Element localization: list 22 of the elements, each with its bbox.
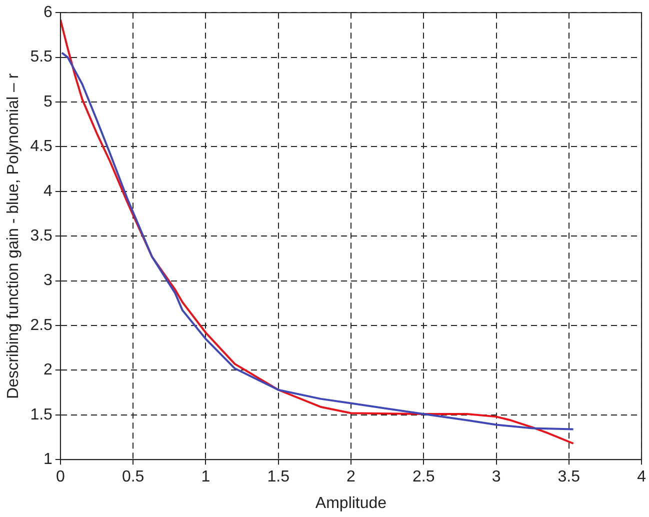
y-tick-label: 1.5 [30, 406, 53, 424]
y-tick-label: 4 [44, 182, 53, 200]
y-tick-label: 3 [44, 272, 53, 290]
x-tick-label: 2.5 [412, 468, 435, 486]
x-tick-label: 4 [637, 468, 646, 486]
y-tick-label: 6 [44, 4, 53, 22]
y-tick-label: 3.5 [30, 228, 53, 245]
x-tick-label: 3.5 [558, 468, 580, 486]
x-tick-label: 3 [492, 468, 501, 486]
y-tick-label: 4.5 [30, 138, 53, 156]
y-tick-label: 5 [44, 93, 53, 110]
x-tick-label: 1 [201, 468, 210, 486]
x-axis-title: Amplitude [315, 494, 387, 512]
x-tick-label: 0 [56, 468, 65, 486]
y-axis-title: Describing function gain - blue, Polynomial – r [5, 72, 22, 399]
y-tick-label: 5.5 [30, 48, 53, 66]
x-tick-label: 2 [346, 468, 356, 486]
y-tick-label: 2 [44, 362, 53, 379]
y-tick-label: 2.5 [30, 316, 53, 334]
x-tick-label: 1.5 [267, 468, 290, 486]
y-tick-label: 1 [44, 451, 53, 468]
x-tick-label: 0.5 [122, 468, 144, 486]
